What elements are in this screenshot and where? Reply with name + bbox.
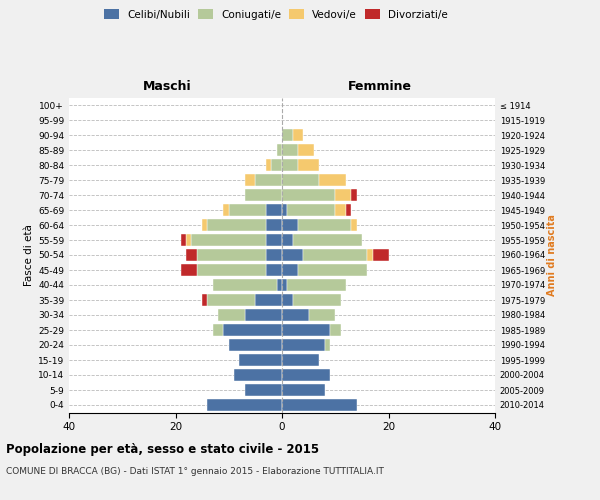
Bar <box>208 399 282 411</box>
Bar <box>245 189 282 201</box>
Bar <box>325 339 330 351</box>
Bar <box>277 279 282 291</box>
Text: Anni di nascita: Anni di nascita <box>547 214 557 296</box>
Bar <box>202 219 208 231</box>
Bar <box>293 234 362 246</box>
Bar <box>229 204 266 216</box>
Bar <box>298 144 314 156</box>
Bar <box>282 204 287 216</box>
Bar <box>234 369 282 381</box>
Bar <box>245 309 282 321</box>
Bar <box>191 234 266 246</box>
Bar <box>256 294 282 306</box>
Bar <box>346 204 351 216</box>
Bar <box>245 174 256 186</box>
Bar <box>293 129 303 141</box>
Bar <box>282 369 330 381</box>
Bar <box>351 219 356 231</box>
Bar <box>282 129 293 141</box>
Bar <box>373 249 389 261</box>
Bar <box>181 234 186 246</box>
Bar <box>186 249 197 261</box>
Bar <box>367 249 373 261</box>
Bar <box>287 279 346 291</box>
Bar <box>308 309 335 321</box>
Bar <box>282 294 293 306</box>
Bar <box>330 324 341 336</box>
Bar <box>197 264 266 276</box>
Legend: Celibi/Nubili, Coniugati/e, Vedovi/e, Divorziati/e: Celibi/Nubili, Coniugati/e, Vedovi/e, Di… <box>100 5 452 24</box>
Bar <box>287 204 335 216</box>
Bar <box>282 174 319 186</box>
Text: COMUNE DI BRACCA (BG) - Dati ISTAT 1° gennaio 2015 - Elaborazione TUTTITALIA.IT: COMUNE DI BRACCA (BG) - Dati ISTAT 1° ge… <box>6 468 384 476</box>
Bar <box>218 309 245 321</box>
Bar <box>282 219 298 231</box>
Bar <box>282 234 293 246</box>
Text: Femmine: Femmine <box>348 80 412 92</box>
Bar <box>223 204 229 216</box>
Bar <box>271 159 282 171</box>
Bar <box>266 219 282 231</box>
Bar <box>208 294 256 306</box>
Bar <box>298 159 319 171</box>
Bar <box>266 249 282 261</box>
Bar <box>282 279 287 291</box>
Bar <box>304 249 367 261</box>
Bar <box>335 189 351 201</box>
Bar <box>298 264 367 276</box>
Bar <box>282 309 308 321</box>
Bar <box>335 204 346 216</box>
Bar <box>298 219 351 231</box>
Bar <box>282 324 330 336</box>
Y-axis label: Fasce di età: Fasce di età <box>24 224 34 286</box>
Bar <box>197 249 266 261</box>
Bar <box>319 174 346 186</box>
Bar <box>282 264 298 276</box>
Bar <box>277 144 282 156</box>
Bar <box>213 324 223 336</box>
Bar <box>282 249 304 261</box>
Bar <box>266 204 282 216</box>
Bar <box>186 234 191 246</box>
Bar <box>282 384 325 396</box>
Bar <box>245 384 282 396</box>
Bar <box>229 339 282 351</box>
Bar <box>282 144 298 156</box>
Bar <box>208 219 266 231</box>
Text: Popolazione per età, sesso e stato civile - 2015: Popolazione per età, sesso e stato civil… <box>6 442 319 456</box>
Bar <box>282 354 319 366</box>
Bar <box>239 354 282 366</box>
Bar <box>282 189 335 201</box>
Bar <box>181 264 197 276</box>
Text: Maschi: Maschi <box>143 80 191 92</box>
Bar <box>202 294 208 306</box>
Bar <box>223 324 282 336</box>
Bar <box>293 294 341 306</box>
Bar <box>351 189 356 201</box>
Bar <box>256 174 282 186</box>
Bar <box>282 159 298 171</box>
Bar <box>282 339 325 351</box>
Bar <box>282 399 356 411</box>
Bar <box>213 279 277 291</box>
Bar <box>266 234 282 246</box>
Bar <box>266 159 271 171</box>
Bar <box>266 264 282 276</box>
